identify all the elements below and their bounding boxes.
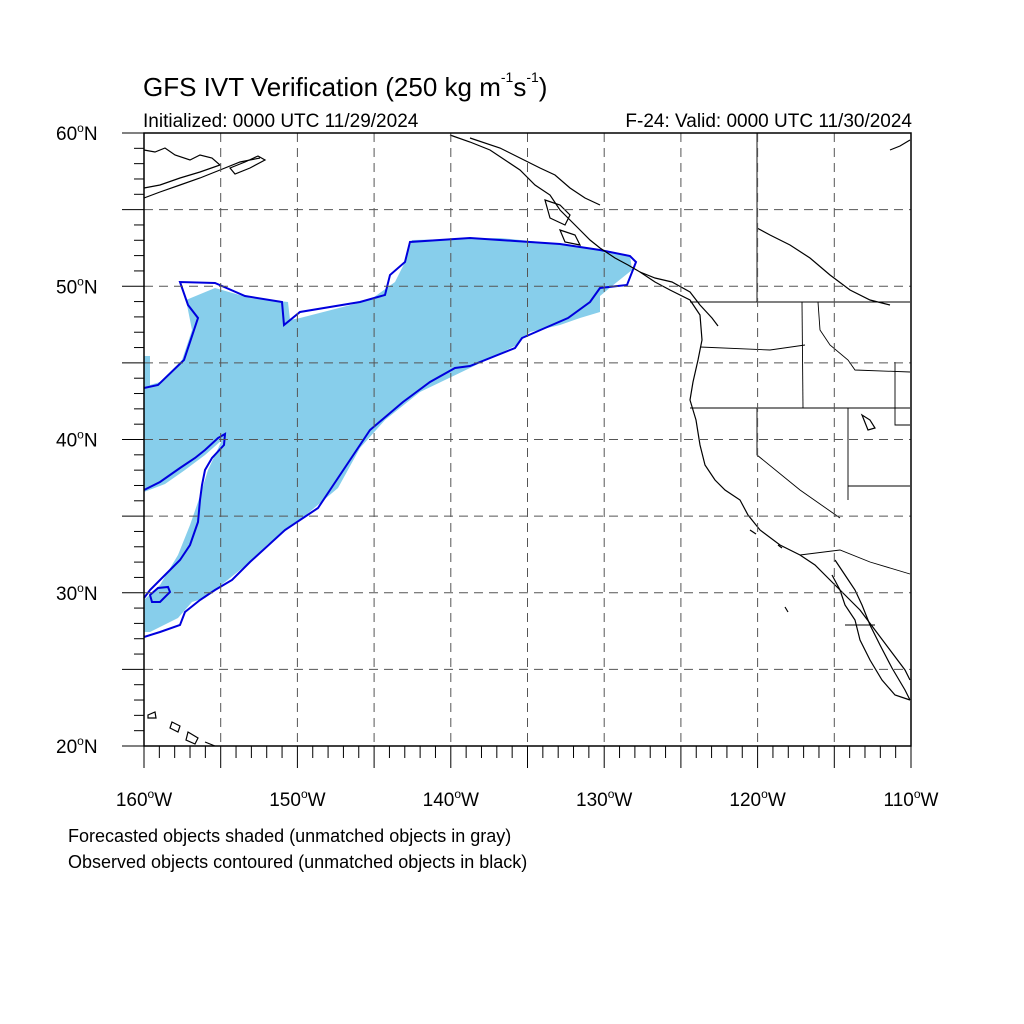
graticule (144, 133, 911, 746)
state-borders (690, 133, 911, 626)
latitude-labels: 60oN 50oN 40oN 30oN 20oN (56, 121, 98, 758)
footer-forecast-note: Forecasted objects shaded (unmatched obj… (68, 826, 512, 846)
lat-label: 20oN (56, 734, 98, 758)
forecast-object-shading (144, 238, 632, 632)
lon-label: 110oW (884, 787, 939, 811)
map-frame (143, 132, 912, 747)
lon-label: 150oW (269, 787, 325, 811)
init-time-label: Initialized: 0000 UTC 11/29/2024 (143, 111, 419, 132)
longitude-labels: 160oW 150oW 140oW 130oW 120oW 110oW (116, 787, 939, 811)
lat-label: 50oN (56, 274, 98, 298)
observed-object-contour (143, 432, 227, 599)
axis-ticks (122, 132, 912, 768)
lon-label: 160oW (116, 787, 172, 811)
observed-object-contour (148, 585, 172, 603)
lat-label: 30oN (56, 581, 98, 605)
lat-label: 60oN (56, 121, 98, 145)
lon-label: 130oW (576, 787, 632, 811)
footer-observed-note: Observed objects contoured (unmatched ob… (68, 852, 528, 872)
valid-time-label: F-24: Valid: 0000 UTC 11/30/2024 (625, 111, 912, 132)
observed-object-contour (143, 236, 638, 638)
lon-label: 140oW (423, 787, 479, 811)
lat-label: 40oN (56, 428, 98, 452)
lon-label: 120oW (729, 787, 785, 811)
map-title: GFS IVT Verification (250 kg m-1s-1) (143, 69, 548, 102)
